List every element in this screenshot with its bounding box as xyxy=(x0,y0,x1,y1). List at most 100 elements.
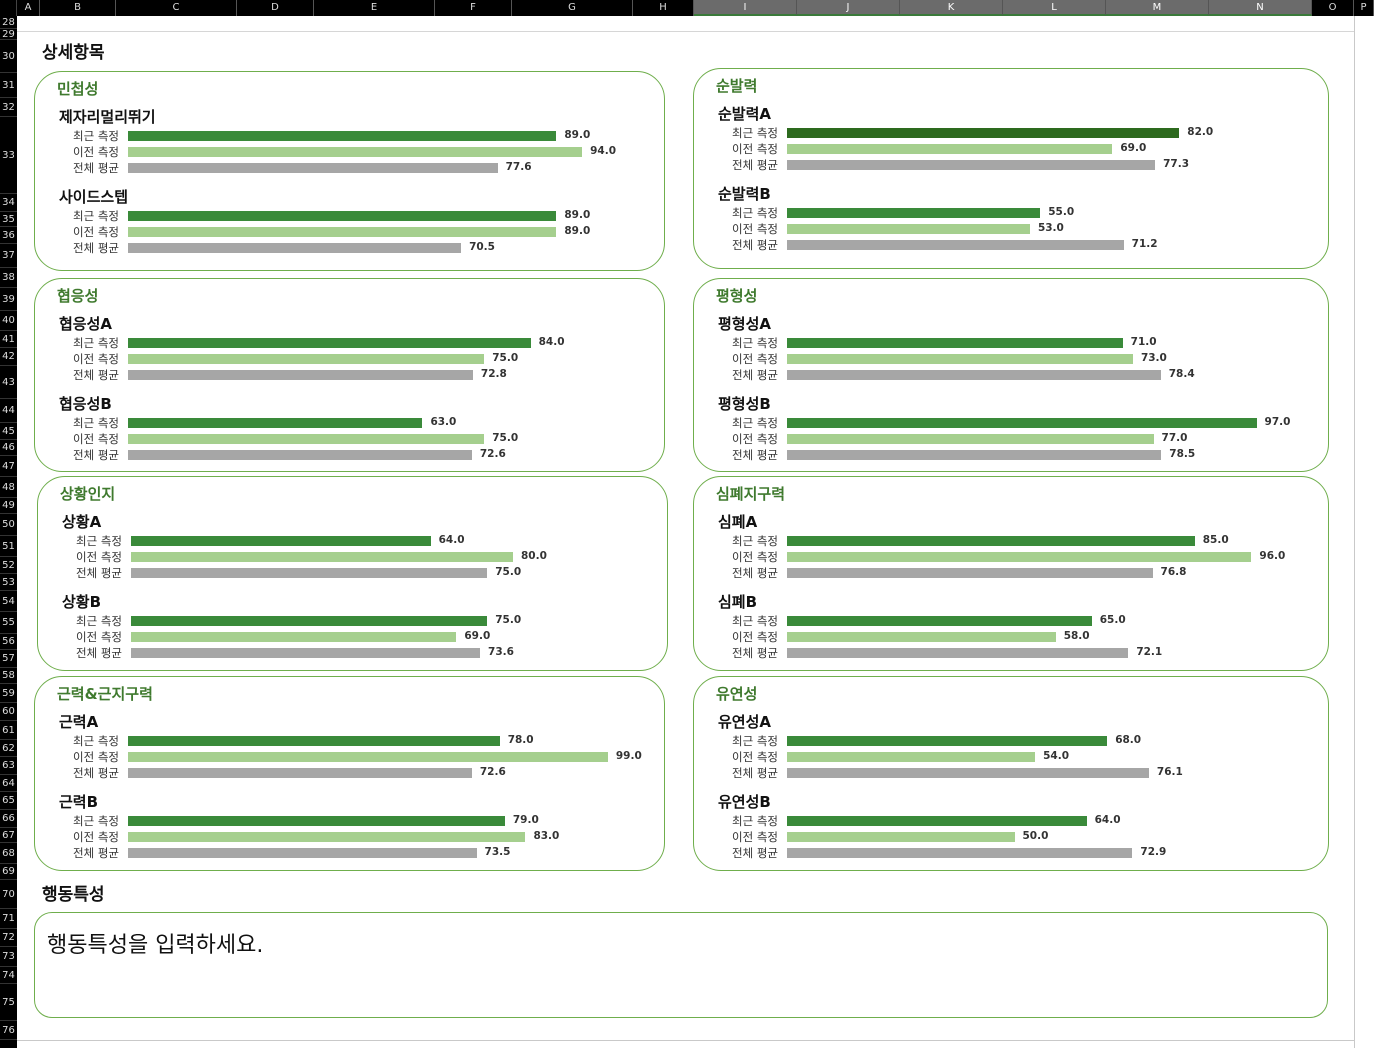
row-header[interactable]: 63 xyxy=(0,757,17,775)
category-panel[interactable]: 유연성 유연성A 최근 측정 68.0 이전 측정 54.0 전체 평균 76.1 유연성B 최근… xyxy=(693,676,1329,871)
column-header[interactable]: G xyxy=(512,0,633,16)
column-header[interactable]: K xyxy=(900,0,1003,16)
row-header[interactable]: 65 xyxy=(0,792,17,810)
bar-average[interactable] xyxy=(128,768,472,778)
bar-previous[interactable] xyxy=(128,434,485,444)
row-header[interactable]: 42 xyxy=(0,348,17,366)
behavior-text[interactable]: 행동특성을 입력하세요. xyxy=(47,933,264,958)
row-header[interactable]: 31 xyxy=(0,73,17,98)
bar-previous[interactable] xyxy=(787,434,1154,444)
column-header[interactable]: A xyxy=(17,0,40,16)
row-header[interactable]: 30 xyxy=(0,40,17,73)
bar-recent[interactable] xyxy=(128,736,500,746)
row-header[interactable]: 36 xyxy=(0,227,17,244)
bar-average[interactable] xyxy=(131,568,488,578)
row-header[interactable]: 39 xyxy=(0,288,17,311)
row-header[interactable]: 51 xyxy=(0,536,17,557)
category-panel[interactable]: 순발력 순발력A 최근 측정 82.0 이전 측정 69.0 전체 평균 77.3 순발력B 최근… xyxy=(693,68,1329,269)
row-header[interactable]: 45 xyxy=(0,423,17,440)
row-header[interactable]: 53 xyxy=(0,574,17,591)
bar-recent[interactable] xyxy=(128,338,531,348)
category-panel[interactable]: 심폐지구력 심폐A 최근 측정 85.0 이전 측정 96.0 전체 평균 76.8 심폐B 최근… xyxy=(693,476,1329,671)
category-panel[interactable]: 민첩성 제자리멀리뛰기 최근 측정 89.0 이전 측정 94.0 전체 평균 77.6 사이드… xyxy=(34,71,665,271)
row-header[interactable]: 66 xyxy=(0,810,17,828)
bar-average[interactable] xyxy=(128,243,462,253)
row-header[interactable]: 54 xyxy=(0,591,17,612)
row-header[interactable]: 37 xyxy=(0,244,17,268)
row-header[interactable]: 74 xyxy=(0,967,17,984)
row-header[interactable]: 64 xyxy=(0,775,17,792)
bar-recent[interactable] xyxy=(131,536,431,546)
bar-average[interactable] xyxy=(787,370,1161,380)
column-header[interactable]: D xyxy=(237,0,314,16)
bar-recent[interactable] xyxy=(128,816,505,826)
row-header[interactable]: 32 xyxy=(0,98,17,117)
column-header[interactable]: E xyxy=(314,0,435,16)
bar-recent[interactable] xyxy=(128,418,423,428)
bar-previous[interactable] xyxy=(131,552,513,562)
bar-previous[interactable] xyxy=(787,144,1113,154)
row-header[interactable]: 34 xyxy=(0,194,17,212)
column-header[interactable]: I xyxy=(694,0,797,16)
bar-previous[interactable] xyxy=(787,224,1030,234)
row-header[interactable]: 59 xyxy=(0,684,17,703)
bar-previous[interactable] xyxy=(128,354,485,364)
column-header[interactable]: M xyxy=(1106,0,1209,16)
row-header[interactable]: 71 xyxy=(0,909,17,929)
row-header[interactable]: 52 xyxy=(0,557,17,574)
row-header[interactable]: 76 xyxy=(0,1021,17,1040)
row-header[interactable]: 75 xyxy=(0,984,17,1021)
bar-average[interactable] xyxy=(128,163,498,173)
bar-recent[interactable] xyxy=(131,616,488,626)
row-header[interactable]: 35 xyxy=(0,212,17,227)
column-header[interactable]: H xyxy=(633,0,694,16)
row-header[interactable]: 62 xyxy=(0,740,17,757)
row-header[interactable]: 58 xyxy=(0,668,17,684)
bar-average[interactable] xyxy=(128,848,477,858)
bar-recent[interactable] xyxy=(787,616,1092,626)
category-panel[interactable]: 상황인지 상황A 최근 측정 64.0 이전 측정 80.0 전체 평균 75.0 상황B 최근 … xyxy=(37,476,668,671)
column-header[interactable]: C xyxy=(116,0,237,16)
row-header[interactable]: 47 xyxy=(0,456,17,477)
row-header[interactable]: 61 xyxy=(0,721,17,740)
bar-previous[interactable] xyxy=(128,752,608,762)
bar-recent[interactable] xyxy=(787,338,1123,348)
bar-average[interactable] xyxy=(787,648,1129,658)
column-header[interactable]: L xyxy=(1003,0,1106,16)
row-header[interactable]: 56 xyxy=(0,634,17,650)
row-header[interactable]: 73 xyxy=(0,947,17,967)
bar-previous[interactable] xyxy=(131,632,457,642)
bar-recent[interactable] xyxy=(787,208,1041,218)
column-header[interactable]: N xyxy=(1209,0,1312,16)
row-header[interactable]: 41 xyxy=(0,331,17,348)
bar-recent[interactable] xyxy=(128,131,557,141)
column-header[interactable]: O xyxy=(1312,0,1354,16)
row-header[interactable]: 72 xyxy=(0,929,17,947)
row-header[interactable]: 50 xyxy=(0,514,17,536)
column-header[interactable]: P xyxy=(1354,0,1374,16)
bar-average[interactable] xyxy=(787,768,1149,778)
row-header[interactable]: 68 xyxy=(0,843,17,864)
row-header[interactable]: 33 xyxy=(0,117,17,194)
row-header[interactable]: 67 xyxy=(0,828,17,843)
category-panel[interactable]: 협응성 협응성A 최근 측정 84.0 이전 측정 75.0 전체 평균 72.8 협응성B 최근… xyxy=(34,278,665,472)
bar-recent[interactable] xyxy=(787,418,1257,428)
bar-average[interactable] xyxy=(787,240,1124,250)
bar-average[interactable] xyxy=(131,648,481,658)
row-header[interactable]: 43 xyxy=(0,366,17,399)
category-panel[interactable]: 평형성 평형성A 최근 측정 71.0 이전 측정 73.0 전체 평균 78.4 평형성B 최근… xyxy=(693,278,1329,472)
row-header[interactable]: 60 xyxy=(0,703,17,721)
row-header[interactable]: 44 xyxy=(0,399,17,423)
bar-average[interactable] xyxy=(787,848,1133,858)
row-header[interactable]: 48 xyxy=(0,477,17,498)
bar-average[interactable] xyxy=(787,568,1153,578)
bar-previous[interactable] xyxy=(128,227,557,237)
row-header[interactable]: 69 xyxy=(0,864,17,880)
bar-average[interactable] xyxy=(128,370,473,380)
bar-previous[interactable] xyxy=(787,752,1036,762)
row-header[interactable]: 49 xyxy=(0,498,17,514)
bar-recent[interactable] xyxy=(787,816,1087,826)
bar-previous[interactable] xyxy=(787,354,1133,364)
row-header[interactable]: 29 xyxy=(0,29,17,40)
bar-average[interactable] xyxy=(128,450,472,460)
